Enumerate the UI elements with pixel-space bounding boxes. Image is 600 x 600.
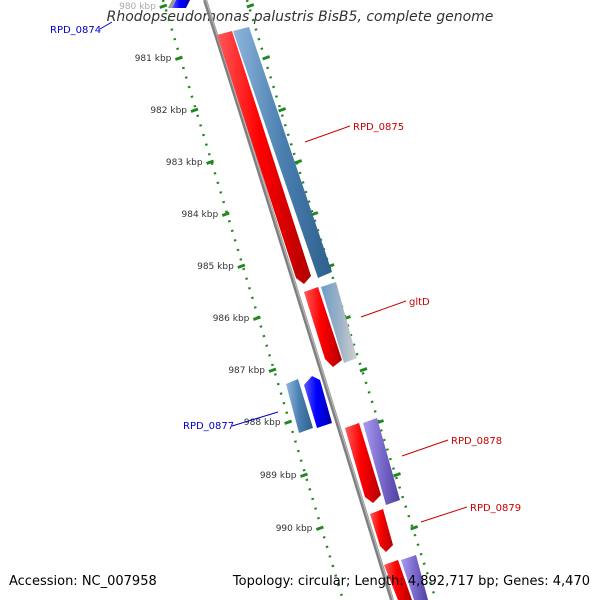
- gene-rpd-0874-feature-outline: [168, 0, 176, 8]
- outer-tick: [246, 3, 255, 9]
- inner-tick: [299, 472, 309, 478]
- gene-rpd-0875-cds[interactable]: [217, 31, 311, 284]
- tick-label: 990 kbp: [276, 524, 313, 534]
- outer-tick: [294, 159, 303, 165]
- gene-rpd-0878-cds[interactable]: [345, 423, 381, 503]
- inner-tick: [284, 419, 293, 425]
- tick-label: 984 kbp: [182, 210, 219, 220]
- inner-tick: [268, 367, 277, 373]
- outer-tick-ring: [245, 0, 438, 600]
- inner-tick: [252, 315, 261, 321]
- outer-tick: [393, 472, 402, 478]
- tick-label: 983 kbp: [166, 158, 203, 168]
- gene-label-gltd[interactable]: gltD: [409, 297, 430, 308]
- tick-label: 981 kbp: [135, 54, 172, 64]
- outer-tick: [359, 367, 368, 373]
- leader-rpd-0875: [304, 125, 351, 143]
- outer-tick: [410, 525, 419, 531]
- gene-label-rpd-0878[interactable]: RPD_0878: [451, 436, 502, 447]
- inner-tick: [190, 107, 199, 113]
- genome-summary-text: Topology: circular; Length: 4,892,717 bp…: [232, 574, 590, 589]
- tick-label: 985 kbp: [197, 262, 234, 272]
- inner-tick: [159, 3, 168, 9]
- gene-bottom-purple-feature[interactable]: [401, 555, 428, 600]
- leader-rpd-0874: [99, 21, 113, 30]
- gene-label-rpd-0875[interactable]: RPD_0875: [353, 122, 404, 133]
- outer-tick: [278, 107, 287, 113]
- outer-tick-marks: [246, 3, 419, 531]
- gene-gltd-cds[interactable]: [304, 287, 342, 367]
- gene-label-rpd-0877[interactable]: RPD_0877: [183, 421, 234, 432]
- map-title: Rhodopseudomonas palustris BisB5, comple…: [106, 9, 494, 25]
- gene-rpd-0875-feature[interactable]: [233, 27, 332, 278]
- tick-label: 982 kbp: [150, 106, 187, 116]
- accession-text: Accession: NC_007958: [9, 574, 157, 589]
- inner-tick: [315, 525, 324, 531]
- tick-labels: 980 kbp 981 kbp 982 kbp 983 kbp 984 kbp 985 k…: [119, 2, 313, 534]
- leader-gltd: [360, 300, 407, 318]
- gene-rpd-0877-feature[interactable]: [286, 379, 313, 433]
- inner-tick: [237, 263, 246, 269]
- tick-label: 986 kbp: [213, 314, 250, 324]
- inner-tick: [221, 211, 230, 217]
- tick-label: 987 kbp: [228, 366, 265, 376]
- gene-label-rpd-0879[interactable]: RPD_0879: [470, 503, 521, 514]
- gene-rpd-0874-feature[interactable]: [172, 0, 190, 8]
- inner-tick: [174, 55, 183, 61]
- gene-rpd-0877-cds[interactable]: [304, 376, 332, 428]
- inner-tick-marks: [159, 3, 324, 531]
- tick-label: 988 kbp: [244, 418, 281, 428]
- gene-label-rpd-0874[interactable]: RPD_0874: [50, 25, 101, 36]
- outer-tick: [262, 55, 271, 61]
- leader-rpd-0879: [420, 506, 468, 523]
- gene-rpd-0878-feature[interactable]: [363, 418, 400, 505]
- tick-label: 980 kbp: [119, 2, 156, 12]
- gene-bottom-red-cds[interactable]: [384, 560, 412, 600]
- genome-backbone-highlight: [205, 0, 394, 600]
- gene-gltd-feature[interactable]: [321, 282, 357, 363]
- tick-label: 989 kbp: [260, 471, 297, 481]
- leader-rpd-0878: [401, 439, 449, 457]
- inner-tick: [206, 159, 215, 165]
- genome-backbone: [203, 0, 394, 600]
- leader-rpd-0877: [231, 411, 279, 427]
- gene-rpd-0879-cds[interactable]: [370, 509, 393, 552]
